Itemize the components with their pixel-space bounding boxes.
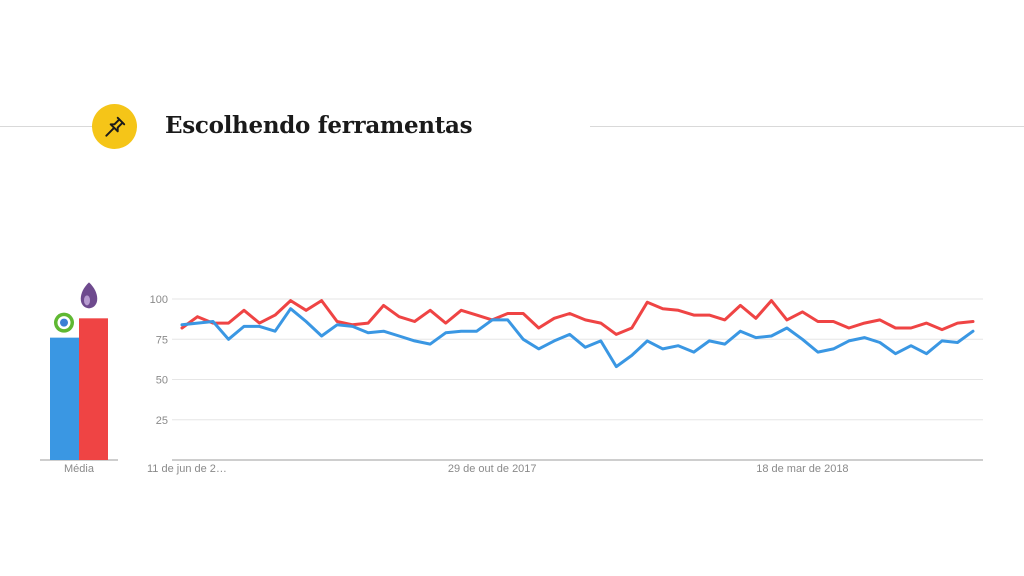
x-tick-label: 11 de jun de 2… [147, 463, 227, 475]
logo-highlight [84, 295, 90, 306]
series-line-red [180, 299, 975, 336]
average-bar [50, 337, 79, 460]
y-tick-label: 50 [156, 375, 168, 387]
average-bar [79, 318, 108, 460]
divider-right [590, 126, 1024, 127]
pushpin-icon [104, 116, 125, 137]
divider-left [0, 126, 92, 127]
y-tick-label: 100 [150, 294, 168, 306]
x-tick-label: 29 de out de 2017 [448, 463, 537, 475]
average-label: Média [64, 463, 95, 475]
y-tick-label: 75 [156, 334, 168, 346]
purple-drop-logo [80, 282, 98, 309]
y-tick-label: 25 [156, 415, 168, 427]
logo-core [60, 318, 68, 327]
pin-badge [92, 104, 137, 149]
series-line-blue [180, 307, 975, 369]
slide-title: Escolhendo ferramentas [165, 112, 473, 139]
x-tick-label: 18 de mar de 2018 [756, 463, 848, 475]
